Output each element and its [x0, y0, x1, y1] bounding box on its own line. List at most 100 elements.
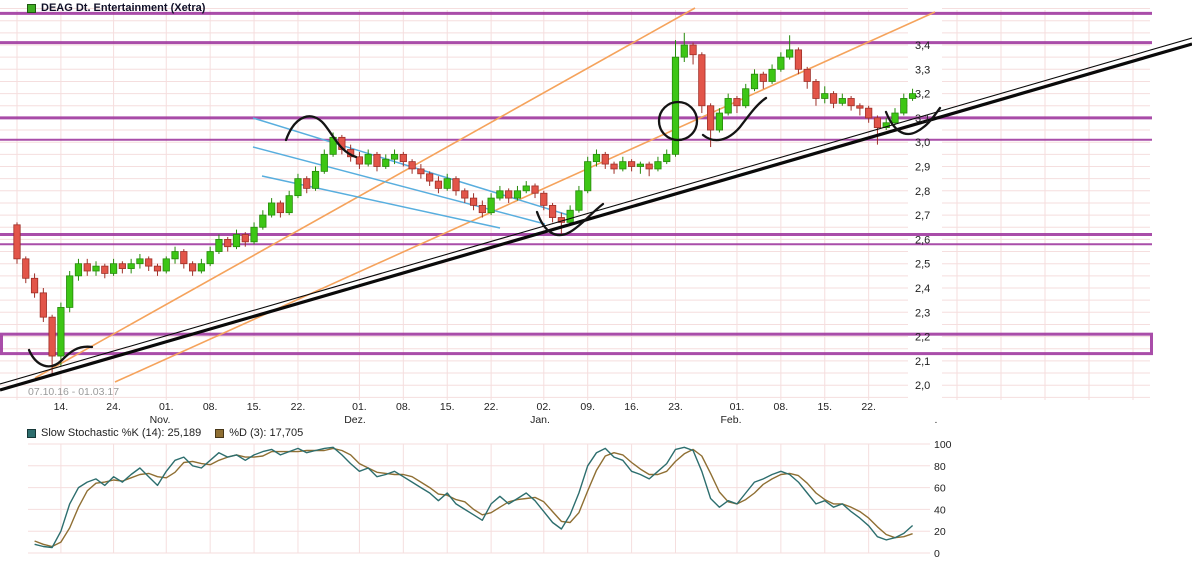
chart-title: DEAG Dt. Entertainment (Xetra)	[41, 2, 206, 14]
candle-body	[320, 153, 328, 172]
x-axis-labels: 14. 24. 01. 08. 15. 22. 01. 08. 15. 22. 02. 09. 16. 2…	[54, 401, 938, 426]
candle-body	[759, 73, 767, 82]
candle-body	[399, 153, 407, 163]
svg-text:2,0: 2,0	[915, 380, 930, 392]
svg-text:01.: 01.	[159, 401, 174, 413]
y-axis-labels: 3,4 3,3 3,2 3,1 3,0 2,9 2,8 2,7 2,6 2,5 2,4 2,3 2,2 2…	[915, 40, 930, 392]
candle-body	[145, 258, 153, 267]
stoch-grid-layer	[28, 443, 930, 554]
svg-text:2,8: 2,8	[915, 186, 930, 198]
svg-text:60: 60	[934, 483, 946, 495]
svg-text:02.: 02.	[536, 401, 551, 413]
candle-body	[188, 263, 197, 272]
candle-body	[250, 226, 258, 243]
stochastic-d-swatch-icon	[215, 428, 225, 438]
svg-text:15.: 15.	[817, 401, 832, 413]
svg-text:2,2: 2,2	[915, 332, 930, 344]
candle-body	[241, 234, 249, 243]
candle-body	[794, 49, 803, 70]
svg-text:2,5: 2,5	[915, 259, 930, 271]
candle-body	[92, 265, 100, 272]
candle-body	[821, 93, 829, 99]
candle-body	[127, 263, 135, 269]
candle-body	[390, 153, 399, 160]
svg-text:08.: 08.	[774, 401, 789, 413]
candle-body	[268, 202, 276, 216]
candle-body	[698, 54, 706, 107]
svg-text:15.: 15.	[440, 401, 455, 413]
svg-text:01.: 01.	[352, 401, 367, 413]
svg-text:08.: 08.	[396, 401, 411, 413]
candle-body	[232, 234, 241, 248]
candle-body	[162, 258, 170, 272]
svg-text:3,3: 3,3	[915, 64, 930, 76]
candle-body	[118, 263, 126, 269]
candle-body	[417, 168, 425, 175]
candle-body	[373, 153, 381, 167]
svg-text:24.: 24.	[106, 401, 121, 413]
svg-text:22.: 22.	[484, 401, 499, 413]
candle-body	[109, 263, 118, 274]
svg-text:22.: 22.	[291, 401, 306, 413]
svg-text:3,2: 3,2	[915, 89, 930, 101]
candle-body	[496, 190, 504, 199]
candle-body	[601, 153, 609, 165]
series-swatch-icon	[27, 3, 36, 13]
candle-body	[540, 192, 548, 206]
candle-body	[707, 105, 715, 131]
candle-body	[873, 117, 882, 129]
svg-text:Feb.: Feb.	[720, 414, 741, 426]
candle-body	[584, 161, 592, 192]
svg-text:08.: 08.	[203, 401, 218, 413]
svg-text:40: 40	[934, 504, 946, 516]
candle-body	[13, 224, 21, 260]
candle-body	[285, 195, 293, 214]
candle-body	[663, 153, 671, 163]
candles-layer	[13, 32, 917, 376]
candle-body	[865, 107, 873, 119]
candle-body	[531, 185, 539, 194]
candle-body	[452, 178, 460, 192]
candle-body	[829, 93, 838, 104]
annotation-squiggle	[284, 115, 358, 159]
candle-body	[30, 277, 39, 294]
candle-body	[22, 258, 30, 279]
candle-body	[39, 292, 47, 318]
candle-body	[197, 263, 205, 272]
svg-text:.: .	[935, 414, 938, 426]
candle-body	[478, 204, 486, 214]
candle-body	[101, 265, 109, 274]
svg-text:Jan.: Jan.	[530, 414, 550, 426]
candle-body	[768, 68, 776, 82]
candle-body	[294, 178, 302, 197]
candle-body	[671, 56, 680, 155]
stochastic-k-line	[34, 446, 914, 549]
svg-text:15.: 15.	[247, 401, 262, 413]
candle-body	[689, 44, 697, 56]
candle-body	[777, 56, 785, 70]
candle-body	[900, 98, 908, 114]
candle-body	[856, 105, 864, 109]
date-range-label: 07.10.16 - 01.03.17	[28, 386, 120, 398]
candle-body	[575, 190, 583, 211]
candle-body	[786, 49, 794, 58]
candle-body	[153, 265, 162, 272]
candle-body	[522, 185, 530, 192]
stochastic-chart: 100 80 60 40 20 0	[28, 439, 952, 560]
y-axis-strip	[908, 0, 942, 405]
candle-body	[619, 161, 627, 170]
svg-text:0: 0	[934, 548, 940, 560]
svg-text:2,4: 2,4	[915, 283, 930, 295]
annotation-circle	[657, 100, 699, 142]
candle-body	[513, 190, 522, 199]
stochastic-d-label: %D (3): 17,705	[229, 427, 304, 439]
candle-body	[364, 153, 372, 165]
candle-body	[812, 81, 820, 99]
candle-body	[610, 163, 618, 170]
candle-body	[408, 161, 416, 170]
candle-body	[838, 98, 846, 104]
svg-text:09.: 09.	[580, 401, 595, 413]
candle-body	[83, 263, 91, 272]
stochastic-k-label: Slow Stochastic %K (14): 25,189	[41, 427, 202, 439]
